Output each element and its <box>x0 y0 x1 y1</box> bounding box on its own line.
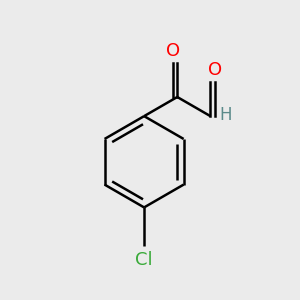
Text: H: H <box>220 106 232 124</box>
Text: Cl: Cl <box>135 251 153 269</box>
Text: O: O <box>166 42 180 60</box>
Text: O: O <box>208 61 222 79</box>
